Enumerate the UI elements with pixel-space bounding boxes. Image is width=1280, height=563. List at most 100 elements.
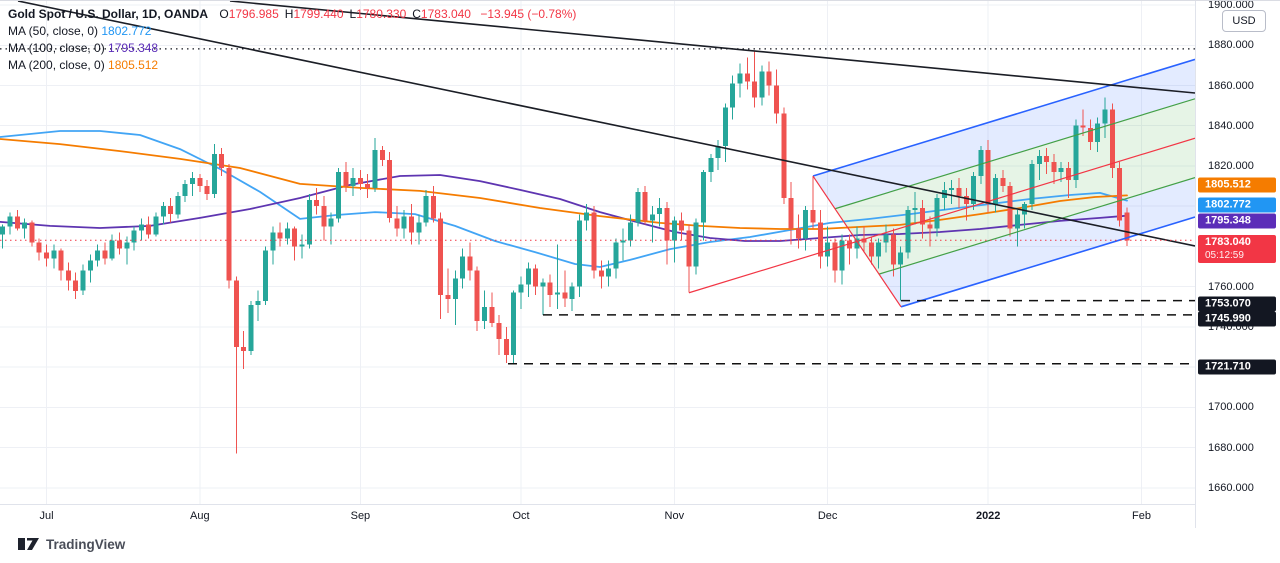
candle-body [146,224,152,235]
candle-body [511,292,517,356]
pitchfork-drawing[interactable] [688,58,1195,308]
candle-body [14,216,20,229]
indicator-label: MA (50, close, 0) [8,24,102,38]
candle-body [387,159,393,219]
candle-body [635,192,641,223]
descending-trendline[interactable] [17,1,1195,247]
candle-body [810,210,816,223]
time-label: Oct [512,510,530,522]
candle-body [890,234,896,265]
ohlc-o: O1796.985 [219,7,279,21]
candle-body [219,153,225,168]
pitchfork-left-edge [812,175,902,308]
candle-body [321,206,327,227]
channel-median-line [856,137,1195,243]
candle-body [1073,125,1079,180]
candle-body [445,294,451,299]
channel-lower-border [900,216,1195,308]
candle-body [1044,155,1050,162]
candle-body [190,178,195,185]
candle-body [883,234,889,243]
candle-body [350,178,356,187]
candle-body [1124,212,1130,241]
time-axis[interactable]: Jul Aug Sep Oct Nov Dec 2022 Feb [0,504,1280,528]
price-flag: 1745.990 [1198,311,1276,327]
candle-body [409,216,414,233]
candle-body [854,238,860,249]
bar-countdown: 05:12:59 [1205,250,1244,261]
price-chart-canvas[interactable] [0,1,1195,504]
time-label: Nov [664,510,685,522]
candle-body [993,178,998,205]
candle-body [584,212,590,221]
candle-body [525,268,531,285]
currency-toggle-button[interactable]: USD [1222,10,1266,32]
candle-body [562,292,568,299]
time-label: Aug [190,510,210,522]
candle-body [211,153,217,195]
tradingview-logo[interactable]: TradingView [18,536,125,552]
candle-body [518,284,524,293]
candle-body [204,186,210,195]
candle-body [284,228,290,239]
price-flag: 1805.512 [1198,177,1276,193]
change-value: −13.945 (−0.78%) [480,7,577,21]
price-flag: 1753.070 [1198,296,1276,312]
candle-body [460,256,466,279]
candle-body [649,214,655,221]
candle-body [1095,123,1101,142]
price-flag: 1795.348 [1198,213,1276,229]
candle-body [606,268,612,277]
price-axis[interactable]: 1900.000 1880.000 1860.000 1840.000 1820.000… [1195,1,1280,528]
candle-body [416,222,422,233]
time-label: 2022 [975,510,1001,522]
time-label: Jul [39,510,54,522]
candle-body [124,242,130,249]
candle-body [467,256,473,271]
candle-body [153,216,159,235]
price-flag: 1783.040 05:12:59 [1198,235,1276,263]
candle-body [314,200,320,207]
candle-body [1014,214,1020,229]
time-label: Sep [350,510,371,522]
candle-body [248,304,254,352]
candle-body [292,228,298,247]
candle-body [971,176,977,205]
channel-fill [813,59,1195,209]
price-tick: 1860.000 [1208,79,1254,92]
candle-body [766,71,772,86]
candle-body [920,208,925,225]
candle-body [182,184,188,197]
candle-body [336,172,341,219]
candle-body [474,270,480,321]
candle-body [51,250,57,259]
candle-body [795,228,801,239]
candle-body [934,198,940,229]
price-tick: 1820.000 [1208,160,1254,172]
time-label: Feb [1132,510,1151,522]
indicator-row[interactable]: MA (100, close, 0) 1795.348 [8,40,576,57]
channel-quarter-line [834,98,1195,210]
candle-body [817,222,823,257]
candle-body [430,196,436,219]
candle-body [197,178,203,187]
candle-body [58,250,64,271]
indicator-legend-rows: MA (50, close, 0) 1802.772 MA (100, close… [8,23,576,74]
candle-body [503,339,509,356]
symbol-legend-row[interactable]: Gold Spot / U.S. Dollar, 1D, OANDA O1796… [8,6,576,23]
candle-body [620,240,626,243]
descending-trendline[interactable] [229,1,1195,94]
candle-body [744,73,750,82]
candle-body [277,232,283,239]
candle-body [438,218,444,295]
indicator-row[interactable]: MA (50, close, 0) 1802.772 [8,23,576,40]
candle-body [263,250,268,301]
candle-body [1109,109,1115,168]
indicator-row[interactable]: MA (200, close, 0) 1805.512 [8,57,576,74]
candle-body [1080,125,1086,128]
candle-body [65,270,71,281]
footer-bar: TradingView [0,528,1280,563]
price-tick: 1880.000 [1208,39,1254,52]
candle-body [401,216,407,229]
